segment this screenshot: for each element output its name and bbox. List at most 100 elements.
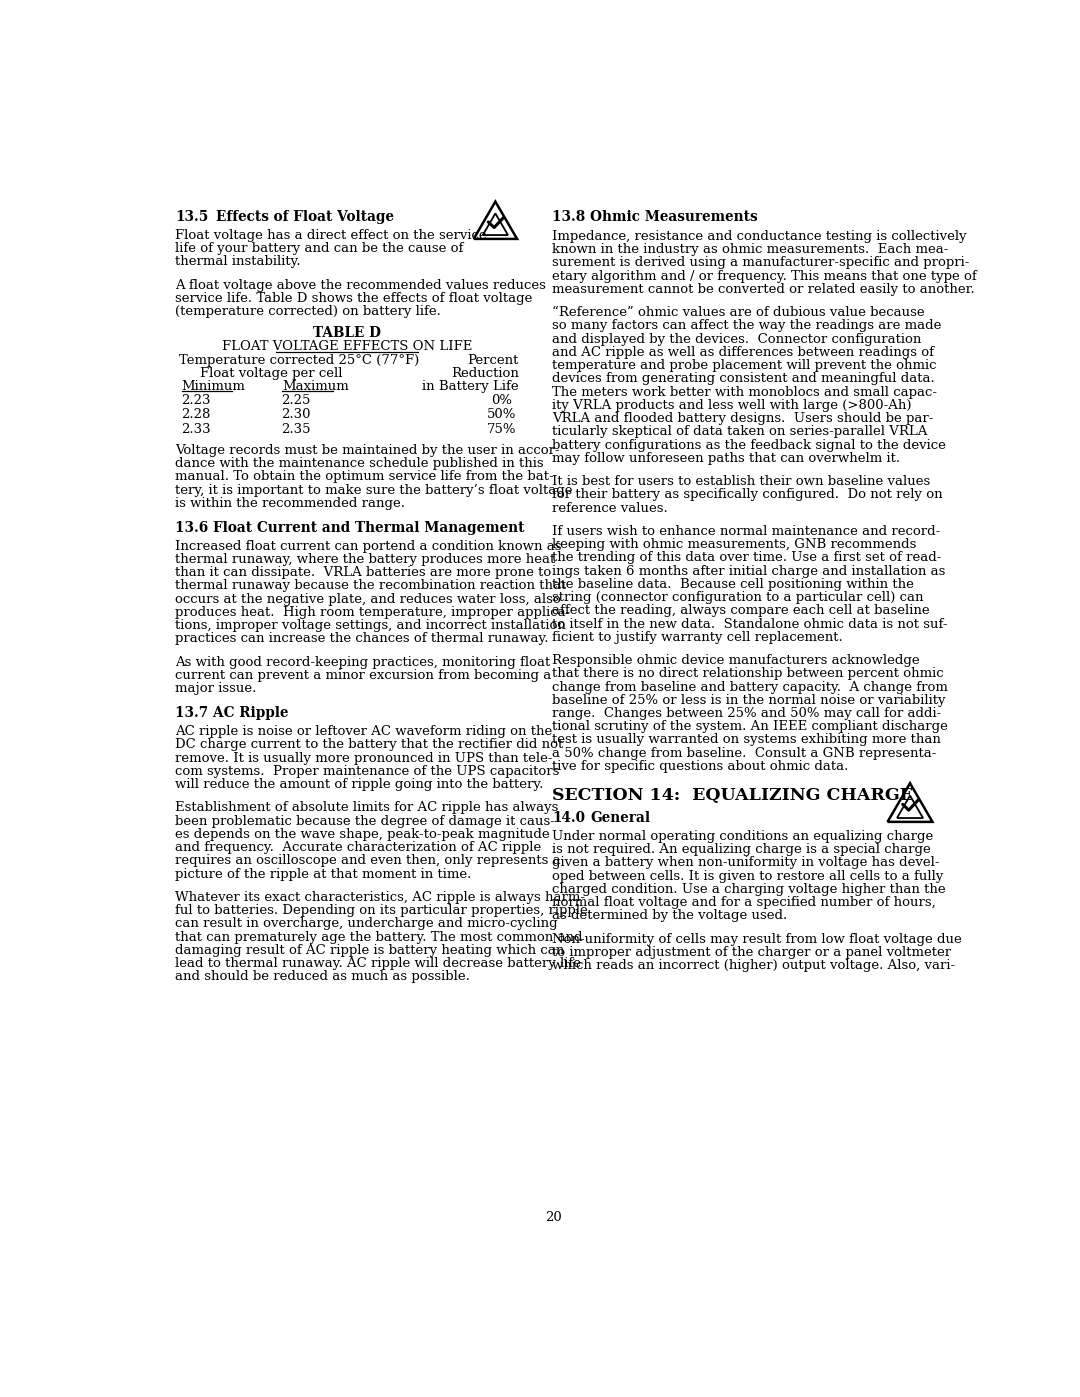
Text: tery, it is important to make sure the battery’s float voltage: tery, it is important to make sure the b… — [175, 483, 572, 496]
Text: manual. To obtain the optimum service life from the bat-: manual. To obtain the optimum service li… — [175, 471, 554, 483]
Text: major issue.: major issue. — [175, 682, 257, 696]
Text: If users wish to enhance normal maintenance and record-: If users wish to enhance normal maintena… — [552, 525, 941, 538]
Text: (temperature corrected) on battery life.: (temperature corrected) on battery life. — [175, 305, 441, 319]
Text: 13.6 Float Current and Thermal Management: 13.6 Float Current and Thermal Managemen… — [175, 521, 525, 535]
Text: ful to batteries. Depending on its particular properties, ripple: ful to batteries. Depending on its parti… — [175, 904, 588, 916]
Text: is not required. An equalizing charge is a special charge: is not required. An equalizing charge is… — [552, 844, 931, 856]
Text: given a battery when non-uniformity in voltage has devel-: given a battery when non-uniformity in v… — [552, 856, 940, 869]
Text: that there is no direct relationship between percent ohmic: that there is no direct relationship bet… — [552, 668, 944, 680]
Text: 50%: 50% — [487, 408, 516, 422]
Text: tional scrutiny of the system. An IEEE compliant discharge: tional scrutiny of the system. An IEEE c… — [552, 721, 948, 733]
Text: 14.0: 14.0 — [552, 812, 585, 826]
Text: TABLE D: TABLE D — [313, 327, 381, 341]
Text: and should be reduced as much as possible.: and should be reduced as much as possibl… — [175, 971, 470, 983]
Text: FLOAT VOLTAGE EFFECTS ON LIFE: FLOAT VOLTAGE EFFECTS ON LIFE — [221, 341, 472, 353]
Text: Float voltage per cell: Float voltage per cell — [200, 367, 342, 380]
Text: 2.23: 2.23 — [180, 394, 211, 407]
Text: AC ripple is noise or leftover AC waveform riding on the: AC ripple is noise or leftover AC wavefo… — [175, 725, 553, 738]
Text: current can prevent a minor excursion from becoming a: current can prevent a minor excursion fr… — [175, 669, 552, 682]
Text: thermal runaway because the recombination reaction that: thermal runaway because the recombinatio… — [175, 580, 567, 592]
Text: measurement cannot be converted or related easily to another.: measurement cannot be converted or relat… — [552, 282, 975, 296]
Text: Establishment of absolute limits for AC ripple has always: Establishment of absolute limits for AC … — [175, 802, 558, 814]
Text: may follow unforeseen paths that can overwhelm it.: may follow unforeseen paths that can ove… — [552, 451, 900, 465]
Text: range.  Changes between 25% and 50% may call for addi-: range. Changes between 25% and 50% may c… — [552, 707, 941, 719]
Text: known in the industry as ohmic measurements.  Each mea-: known in the industry as ohmic measureme… — [552, 243, 948, 256]
Text: Float voltage has a direct effect on the service: Float voltage has a direct effect on the… — [175, 229, 487, 242]
Text: Voltage records must be maintained by the user in accor-: Voltage records must be maintained by th… — [175, 444, 559, 457]
Text: lead to thermal runaway. AC ripple will decrease battery life: lead to thermal runaway. AC ripple will … — [175, 957, 581, 970]
Text: 2.25: 2.25 — [282, 394, 311, 407]
Text: string (connector configuration to a particular cell) can: string (connector configuration to a par… — [552, 591, 923, 604]
Text: General: General — [591, 812, 651, 826]
Text: tions, improper voltage settings, and incorrect installation: tions, improper voltage settings, and in… — [175, 619, 566, 633]
Text: 13.7 AC Ripple: 13.7 AC Ripple — [175, 707, 288, 721]
Text: charged condition. Use a charging voltage higher than the: charged condition. Use a charging voltag… — [552, 883, 946, 895]
Text: es depends on the wave shape, peak-to-peak magnitude: es depends on the wave shape, peak-to-pe… — [175, 828, 550, 841]
Text: ings taken 6 months after initial charge and installation as: ings taken 6 months after initial charge… — [552, 564, 945, 577]
Text: Percent: Percent — [468, 353, 518, 366]
Text: requires an oscilloscope and even then, only represents a: requires an oscilloscope and even then, … — [175, 855, 561, 868]
Text: Whatever its exact characteristics, AC ripple is always harm-: Whatever its exact characteristics, AC r… — [175, 891, 585, 904]
Text: in Battery Life: in Battery Life — [422, 380, 518, 393]
Text: Reduction: Reduction — [450, 367, 518, 380]
Text: thermal runaway, where the battery produces more heat: thermal runaway, where the battery produ… — [175, 553, 555, 566]
Text: damaging result of AC ripple is battery heating which can: damaging result of AC ripple is battery … — [175, 944, 565, 957]
Text: affect the reading, always compare each cell at baseline: affect the reading, always compare each … — [552, 605, 930, 617]
Text: Responsible ohmic device manufacturers acknowledge: Responsible ohmic device manufacturers a… — [552, 654, 919, 666]
Text: 75%: 75% — [487, 422, 516, 436]
Text: than it can dissipate.  VRLA batteries are more prone to: than it can dissipate. VRLA batteries ar… — [175, 566, 552, 580]
Text: reference values.: reference values. — [552, 502, 667, 514]
Text: life of your battery and can be the cause of: life of your battery and can be the caus… — [175, 242, 463, 256]
Text: Non-uniformity of cells may result from low float voltage due: Non-uniformity of cells may result from … — [552, 933, 961, 946]
Text: baseline of 25% or less is in the normal noise or variability: baseline of 25% or less is in the normal… — [552, 694, 945, 707]
Text: 0%: 0% — [491, 394, 512, 407]
Text: ticularly skeptical of data taken on series-parallel VRLA: ticularly skeptical of data taken on ser… — [552, 425, 928, 439]
Text: battery configurations as the feedback signal to the device: battery configurations as the feedback s… — [552, 439, 946, 451]
Text: picture of the ripple at that moment in time.: picture of the ripple at that moment in … — [175, 868, 472, 880]
Text: and displayed by the devices.  Connector configuration: and displayed by the devices. Connector … — [552, 332, 921, 345]
Text: as determined by the voltage used.: as determined by the voltage used. — [552, 909, 787, 922]
Text: temperature and probe placement will prevent the ohmic: temperature and probe placement will pre… — [552, 359, 936, 372]
Text: It is best for users to establish their own baseline values: It is best for users to establish their … — [552, 475, 930, 488]
Text: to improper adjustment of the charger or a panel voltmeter: to improper adjustment of the charger or… — [552, 946, 951, 958]
Text: VRLA and flooded battery designs.  Users should be par-: VRLA and flooded battery designs. Users … — [552, 412, 933, 425]
Text: is within the recommended range.: is within the recommended range. — [175, 497, 405, 510]
Text: 13.5: 13.5 — [175, 210, 208, 224]
Text: surement is derived using a manufacturer-specific and propri-: surement is derived using a manufacturer… — [552, 257, 970, 270]
Text: the baseline data.  Because cell positioning within the: the baseline data. Because cell position… — [552, 578, 914, 591]
Text: keeping with ohmic measurements, GNB recommends: keeping with ohmic measurements, GNB rec… — [552, 538, 916, 550]
Text: test is usually warranted on systems exhibiting more than: test is usually warranted on systems exh… — [552, 733, 941, 746]
Text: The meters work better with monoblocs and small capac-: The meters work better with monoblocs an… — [552, 386, 937, 398]
Text: that can prematurely age the battery. The most common and: that can prematurely age the battery. Th… — [175, 930, 583, 943]
Text: Effects of Float Voltage: Effects of Float Voltage — [216, 210, 393, 224]
Text: remove. It is usually more pronounced in UPS than tele-: remove. It is usually more pronounced in… — [175, 752, 553, 764]
Text: been problematic because the degree of damage it caus-: been problematic because the degree of d… — [175, 814, 555, 827]
Text: for their battery as specifically configured.  Do not rely on: for their battery as specifically config… — [552, 489, 943, 502]
Text: 13.8 Ohmic Measurements: 13.8 Ohmic Measurements — [552, 210, 757, 224]
Text: Under normal operating conditions an equalizing charge: Under normal operating conditions an equ… — [552, 830, 933, 842]
Text: SECTION 14:  EQUALIZING CHARGE: SECTION 14: EQUALIZING CHARGE — [552, 788, 913, 805]
Text: and frequency.  Accurate characterization of AC ripple: and frequency. Accurate characterization… — [175, 841, 541, 854]
Text: normal float voltage and for a specified number of hours,: normal float voltage and for a specified… — [552, 897, 935, 909]
Text: service life. Table D shows the effects of float voltage: service life. Table D shows the effects … — [175, 292, 532, 305]
Text: change from baseline and battery capacity.  A change from: change from baseline and battery capacit… — [552, 680, 948, 693]
Text: produces heat.  High room temperature, improper applica-: produces heat. High room temperature, im… — [175, 606, 570, 619]
Text: 2.30: 2.30 — [282, 408, 311, 422]
Text: ficient to justify warranty cell replacement.: ficient to justify warranty cell replace… — [552, 631, 842, 644]
Text: Minimum: Minimum — [181, 380, 245, 393]
Text: occurs at the negative plate, and reduces water loss, also: occurs at the negative plate, and reduce… — [175, 592, 561, 606]
Text: “Reference” ohmic values are of dubious value because: “Reference” ohmic values are of dubious … — [552, 306, 924, 319]
Text: will reduce the amount of ripple going into the battery.: will reduce the amount of ripple going i… — [175, 778, 543, 791]
Text: ity VRLA products and less well with large (>800-Ah): ity VRLA products and less well with lar… — [552, 398, 912, 412]
Text: dance with the maintenance schedule published in this: dance with the maintenance schedule publ… — [175, 457, 544, 469]
Text: etary algorithm and / or frequency. This means that one type of: etary algorithm and / or frequency. This… — [552, 270, 976, 282]
Text: DC charge current to the battery that the rectifier did not: DC charge current to the battery that th… — [175, 739, 564, 752]
Text: so many factors can affect the way the readings are made: so many factors can affect the way the r… — [552, 320, 942, 332]
Text: 2.28: 2.28 — [180, 408, 211, 422]
Text: 20: 20 — [545, 1211, 562, 1224]
Text: devices from generating consistent and meaningful data.: devices from generating consistent and m… — [552, 373, 934, 386]
Text: Impedance, resistance and conductance testing is collectively: Impedance, resistance and conductance te… — [552, 231, 967, 243]
Text: Temperature corrected 25°C (77°F): Temperature corrected 25°C (77°F) — [179, 353, 419, 366]
Text: practices can increase the chances of thermal runaway.: practices can increase the chances of th… — [175, 633, 549, 645]
Text: oped between cells. It is given to restore all cells to a fully: oped between cells. It is given to resto… — [552, 870, 943, 883]
